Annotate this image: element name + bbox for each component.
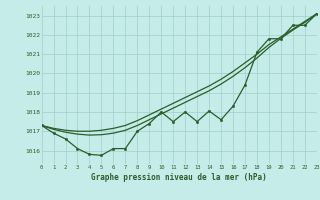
X-axis label: Graphe pression niveau de la mer (hPa): Graphe pression niveau de la mer (hPa) — [91, 173, 267, 182]
